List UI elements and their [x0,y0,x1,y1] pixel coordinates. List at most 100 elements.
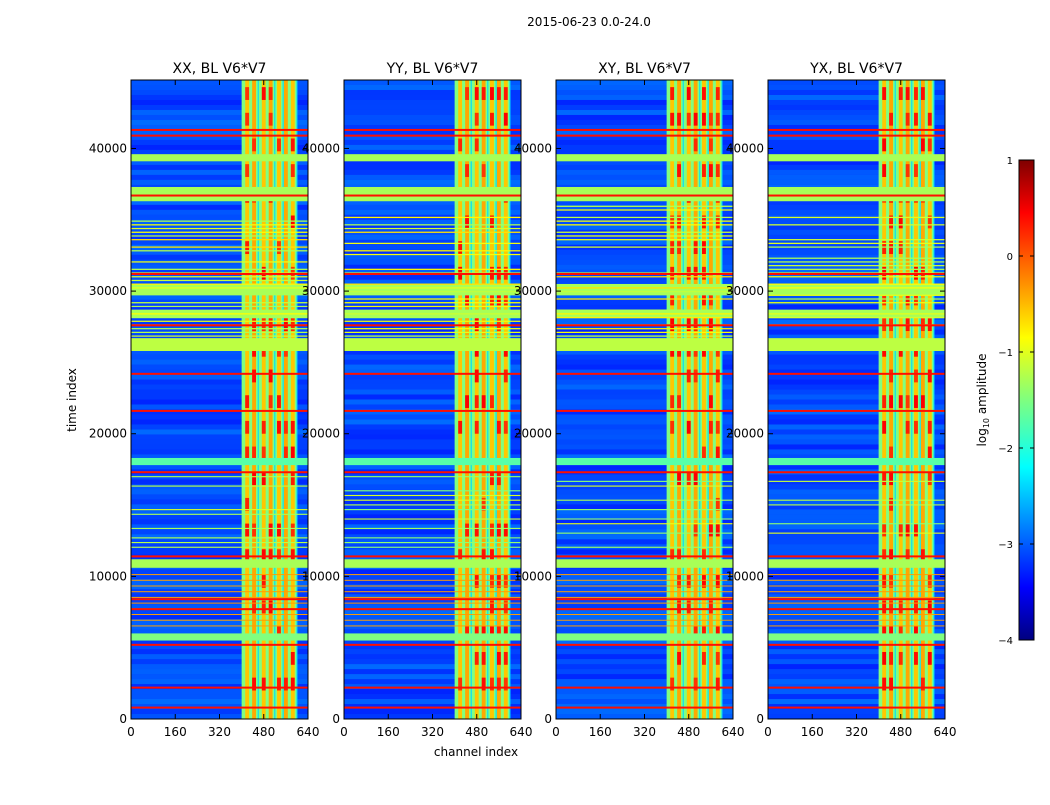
hot-cell [914,651,918,665]
hot-cell [490,574,494,588]
hot-cell [503,574,508,588]
hot-cell [268,87,273,100]
channel-gap [933,80,935,719]
noise-row [344,449,521,455]
noise-row [344,444,521,450]
noise-row [556,164,733,170]
hot-cell [882,523,887,537]
hot-cell [677,395,682,409]
hot-cell [670,112,675,126]
noise-row [768,124,945,130]
strong-line [556,608,733,611]
y-tick-label: 30000 [89,284,127,298]
noise-row [768,384,945,390]
strong-line [556,194,733,197]
stripe [768,283,945,285]
noise-row [131,254,308,260]
noise-row [344,429,521,435]
noise-row [768,424,945,430]
channel-gap [487,80,489,719]
noise-row [344,574,521,580]
y-tick-label: 30000 [302,284,340,298]
noise-row [131,539,308,545]
stripe [768,268,945,270]
x-tick-label: 480 [677,725,700,739]
noise-row [556,434,733,440]
hot-cell [496,677,501,691]
noise-row [768,234,945,240]
noise-row [556,334,733,340]
stripe [768,504,945,506]
noise-row [131,464,308,470]
stripe [131,591,308,593]
noise-row [768,139,945,145]
stripe [556,591,733,593]
noise-row [556,294,733,300]
hot-cell [693,626,698,640]
x-axis-label: channel index [434,745,518,759]
noise-row [131,364,308,370]
noise-row [344,89,521,95]
noise-row [344,644,521,650]
stripe [556,205,733,207]
noise-row [556,389,733,395]
noise-row [556,384,733,390]
noise-row [556,574,733,580]
noise-row [556,644,733,650]
noise-row [131,354,308,360]
stripe [344,596,521,598]
noise-row [556,159,733,165]
noise-row [556,679,733,685]
hot-cell [458,138,463,152]
strong-line [344,324,521,327]
noise-row [344,374,521,380]
noise-row [131,574,308,580]
hot-cell [693,677,698,691]
hot-cell [474,574,479,588]
noise-row [768,229,945,235]
noise-row [344,114,521,120]
heatmap-image [131,80,308,719]
stripe [768,602,945,604]
stripe [344,619,521,621]
channel-gap [721,80,723,719]
noise-row [131,684,308,690]
hot-cell [889,574,894,588]
noise-row [131,484,308,490]
noise-row [556,364,733,370]
strong-line [344,608,521,611]
hot-cell [474,651,479,665]
noise-row [556,89,733,95]
noise-row [131,479,308,485]
noise-row [344,619,521,625]
stripe [556,239,733,241]
hot-cell [898,600,903,614]
hot-cell [490,87,494,100]
noise-row [556,304,733,310]
colorbar-gradient [1018,159,1035,641]
stripe [556,290,733,293]
noise-row [131,209,308,215]
hot-cell [474,138,479,152]
strong-line [556,134,733,137]
hot-cell [715,369,720,383]
noise-row [131,584,308,590]
stripe [131,302,308,304]
hot-cell [882,87,887,100]
figure-title: 2015-06-23 0.0-24.0 [527,15,651,29]
stripe [768,614,945,616]
noise-row [768,654,945,660]
hot-cell [496,574,501,588]
stripe [131,625,308,627]
hot-cell [677,472,682,486]
noise-row [131,549,308,555]
stripe [131,328,308,330]
strong-line [131,598,308,601]
noise-row [131,494,308,500]
noise-row [131,169,308,175]
noise-row [131,454,308,460]
noise-row [344,409,521,415]
hot-cell [261,420,266,434]
noise-row [768,354,945,360]
noise-row [768,224,945,230]
